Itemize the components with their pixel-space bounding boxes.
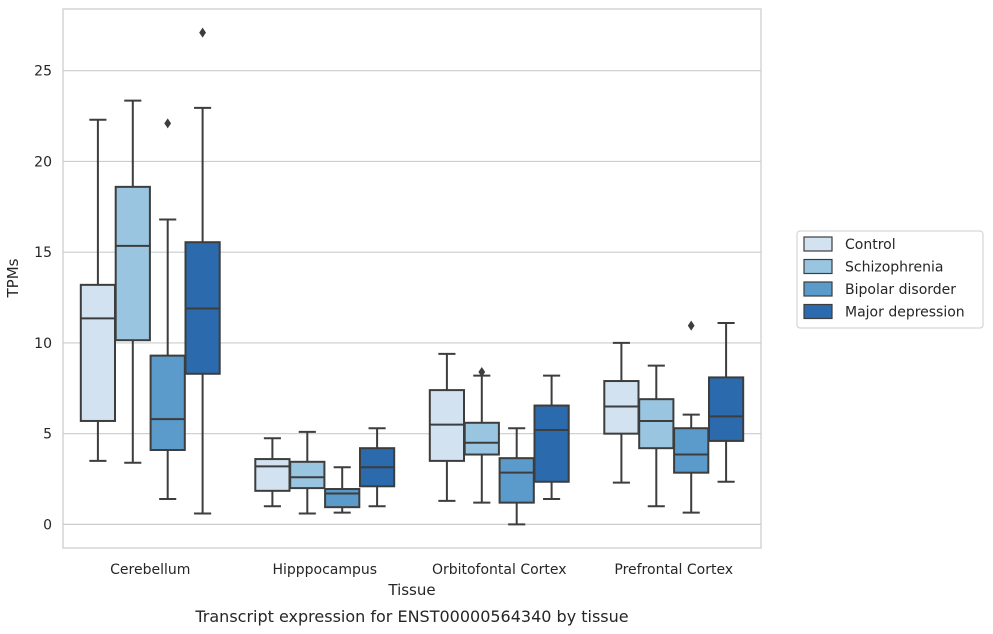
box (358, 427, 396, 508)
box-body (79, 283, 117, 422)
x-axis-label: Tissue (387, 581, 435, 599)
box (428, 352, 466, 502)
box (638, 364, 675, 508)
y-tick-label: 0 (43, 517, 52, 533)
legend-swatch (803, 258, 833, 275)
box (149, 118, 186, 500)
legend-label: Control (845, 237, 896, 253)
box-body (498, 457, 535, 504)
legend-label: Bipolar disorder (845, 282, 956, 298)
box (463, 366, 500, 504)
chart-caption: Transcript expression for ENST0000056434… (194, 607, 628, 626)
y-tick-label: 10 (34, 336, 52, 352)
box (603, 341, 640, 484)
y-tick-label: 5 (43, 427, 52, 443)
box-body (638, 398, 675, 450)
box-body (254, 458, 291, 492)
plot-frame (62, 8, 762, 549)
x-tick-labels: Cerebellum Hipppocampus Orbitofontal Corte… (110, 562, 733, 578)
box (707, 321, 745, 483)
x-tick-label: Cerebellum (110, 562, 190, 578)
box (324, 466, 361, 514)
legend: Control Schizophrenia Bipolar disorder Majo… (796, 230, 984, 329)
outlier-point (164, 118, 172, 129)
x-tick-label: Orbitofontal Cortex (432, 562, 567, 578)
y-tick-label: 15 (34, 245, 52, 261)
box (673, 320, 710, 514)
legend-swatch (803, 303, 833, 320)
legend-swatch (803, 281, 833, 297)
box-body (463, 421, 500, 456)
box-body (707, 376, 745, 442)
legend-swatch (803, 236, 833, 252)
legend-label: Schizophrenia (845, 260, 943, 276)
box-body (289, 460, 326, 490)
box (79, 118, 117, 462)
x-tick-label: Prefrontal Cortex (614, 562, 733, 578)
x-tick-label: Hipppocampus (272, 562, 377, 578)
boxes (79, 27, 745, 526)
box (533, 374, 570, 500)
y-tick-labels: 0 5 10 15 20 25 (34, 64, 52, 534)
box-body (673, 427, 710, 474)
box-body (533, 404, 570, 483)
box-body (149, 354, 186, 452)
box (254, 437, 291, 508)
y-tick-label: 20 (34, 154, 52, 170)
box (114, 99, 151, 464)
box (498, 427, 535, 526)
box (289, 430, 326, 515)
outlier-point (478, 366, 486, 377)
box-body (114, 185, 151, 342)
box-body (324, 488, 361, 509)
legend-label: Major depression (845, 305, 965, 321)
legend-frame (796, 230, 984, 329)
outlier-point (687, 320, 695, 331)
y-tick-label: 25 (34, 64, 52, 80)
outlier-point (199, 27, 206, 38)
box (184, 27, 221, 515)
y-axis-label: TPMs (4, 258, 22, 298)
